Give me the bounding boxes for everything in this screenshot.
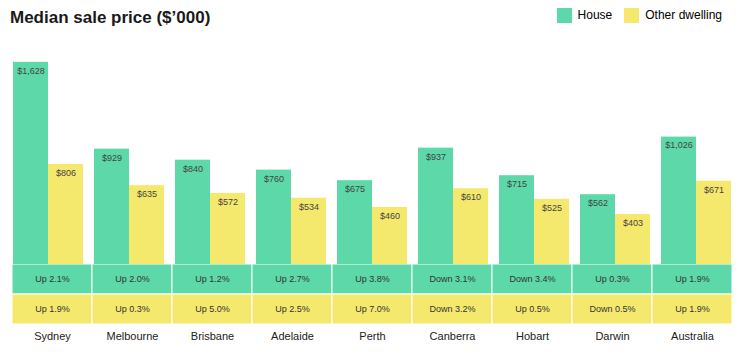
svg-text:Up 2.5%: Up 2.5%: [275, 304, 310, 314]
svg-text:$929: $929: [102, 153, 122, 163]
svg-text:$671: $671: [704, 185, 724, 195]
svg-text:Up 0.3%: Up 0.3%: [115, 304, 150, 314]
svg-text:$937: $937: [426, 152, 446, 162]
html-text:House: House: [577, 8, 613, 22]
svg-text:Up 0.5%: Up 0.5%: [515, 304, 550, 314]
svg-text:Down 3.4%: Down 3.4%: [509, 274, 555, 284]
svg-text:$460: $460: [380, 211, 400, 221]
svg-text:$1,026: $1,026: [665, 140, 693, 150]
svg-text:Down 0.5%: Down 0.5%: [589, 304, 635, 314]
svg-text:$610: $610: [461, 192, 481, 202]
svg-text:Up 1.9%: Up 1.9%: [675, 304, 710, 314]
svg-text:Perth: Perth: [359, 330, 385, 342]
svg-text:Australia: Australia: [671, 330, 715, 342]
svg-text:Up 1.9%: Up 1.9%: [35, 304, 70, 314]
html-text:Other dwelling: Other dwelling: [645, 8, 722, 22]
svg-text:Up 2.7%: Up 2.7%: [275, 274, 310, 284]
svg-text:Adelaide: Adelaide: [271, 330, 314, 342]
svg-text:Melbourne: Melbourne: [107, 330, 159, 342]
svg-text:$675: $675: [345, 184, 365, 194]
svg-text:$840: $840: [183, 164, 203, 174]
svg-text:Darwin: Darwin: [595, 330, 629, 342]
svg-text:$715: $715: [507, 179, 527, 189]
svg-text:Up 2.0%: Up 2.0%: [115, 274, 150, 284]
svg-text:Down 3.1%: Down 3.1%: [429, 274, 475, 284]
svg-text:$403: $403: [623, 218, 643, 228]
svg-text:Sydney: Sydney: [34, 330, 71, 342]
svg-text:Hobart: Hobart: [516, 330, 549, 342]
svg-text:$806: $806: [56, 168, 76, 178]
svg-text:$635: $635: [137, 189, 157, 199]
html-text:Median sale price ($’000): Median sale price ($’000): [10, 8, 211, 27]
svg-text:Up 1.2%: Up 1.2%: [195, 274, 230, 284]
svg-text:$572: $572: [218, 197, 238, 207]
svg-text:Up 7.0%: Up 7.0%: [355, 304, 390, 314]
svg-text:Up 1.9%: Up 1.9%: [675, 274, 710, 284]
svg-text:Up 3.8%: Up 3.8%: [355, 274, 390, 284]
svg-text:Up 5.0%: Up 5.0%: [195, 304, 230, 314]
svg-text:Up 0.3%: Up 0.3%: [595, 274, 630, 284]
svg-text:$525: $525: [542, 203, 562, 213]
svg-text:$1,628: $1,628: [17, 66, 45, 76]
svg-text:Canberra: Canberra: [430, 330, 477, 342]
svg-text:$534: $534: [299, 202, 319, 212]
svg-text:$760: $760: [264, 174, 284, 184]
svg-text:Brisbane: Brisbane: [191, 330, 234, 342]
svg-text:$562: $562: [588, 198, 608, 208]
svg-text:Down 3.2%: Down 3.2%: [429, 304, 475, 314]
svg-text:Up 2.1%: Up 2.1%: [35, 274, 70, 284]
